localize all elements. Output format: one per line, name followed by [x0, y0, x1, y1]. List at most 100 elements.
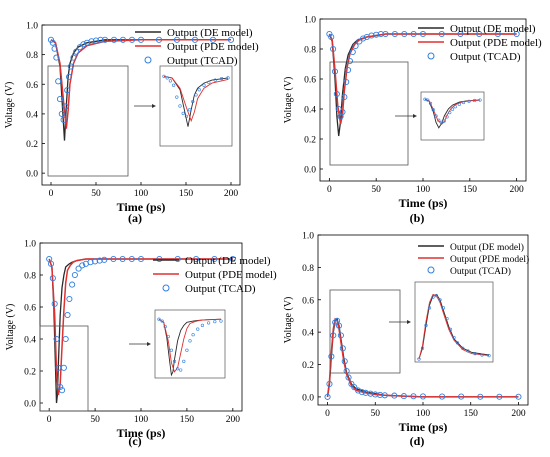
arrow-head-icon	[152, 104, 156, 108]
y-tick-label: 0.6	[24, 304, 36, 314]
legend-entry-label: Output (TCAD)	[450, 51, 521, 63]
tcad-data-point	[156, 255, 163, 263]
tcad-data-point	[331, 68, 339, 75]
zoom-tcad-point	[473, 352, 477, 356]
zoom-tcad-point	[179, 368, 183, 372]
tcad-data-point	[67, 63, 74, 70]
legend-entry-label: Output (TCAD)	[167, 55, 238, 67]
tcad-data-point	[92, 37, 100, 44]
x-tick-label: 0	[49, 189, 54, 199]
tcad-data-point	[128, 255, 135, 263]
x-tick-label: 0	[327, 185, 332, 195]
tcad-data-point	[339, 345, 346, 352]
tcad-data-point	[335, 322, 343, 329]
zoom-series-line	[418, 293, 490, 360]
panel-label: (a)	[128, 211, 142, 225]
panel-label: (b)	[410, 211, 425, 225]
zoom-tcad-point	[191, 99, 195, 104]
x-tick-label: 100	[416, 409, 431, 419]
tcad-data-point	[110, 255, 117, 263]
zoom-tcad-point	[442, 119, 446, 123]
tcad-data-point	[73, 48, 80, 55]
tcad-data-point	[496, 393, 503, 400]
y-tick-label: 0.0	[302, 393, 314, 403]
tcad-data-point	[341, 93, 348, 101]
x-tick-label: 50	[371, 185, 381, 195]
y-tick-label: 0.2	[302, 361, 314, 371]
tcad-data-point	[328, 353, 335, 360]
tcad-data-point	[330, 45, 337, 53]
zoom-tcad-point	[445, 115, 449, 119]
tcad-data-point	[377, 30, 384, 38]
tcad-data-point	[339, 108, 346, 116]
x-tick-label: 200	[226, 415, 241, 425]
tcad-data-point	[137, 255, 145, 263]
tcad-data-point	[53, 54, 60, 61]
y-tick-label: 0.0	[26, 170, 38, 180]
panel-label: (d)	[410, 434, 425, 448]
tcad-data-point	[174, 255, 181, 263]
x-axis-label: Time (ps)	[399, 196, 448, 210]
x-tick-label: 0	[325, 409, 330, 419]
legend-entry-label: Output (PDE model)	[450, 37, 542, 49]
zoom-tcad-point	[424, 323, 428, 327]
zoom-tcad-point	[182, 359, 186, 363]
tcad-data-point	[79, 262, 86, 269]
tcad-data-point	[119, 36, 127, 43]
zoom-tcad-point	[191, 333, 195, 337]
tcad-data-point	[62, 103, 69, 110]
arrow-head-icon	[407, 320, 411, 324]
tcad-data-point	[345, 66, 352, 74]
zoom-tcad-point	[461, 346, 465, 350]
x-axis-label: Time (ps)	[117, 200, 166, 214]
zoom-tcad-point	[426, 98, 430, 102]
zoom-tcad-point	[196, 327, 200, 331]
zoom-tcad-point	[207, 321, 211, 325]
zoom-tcad-point	[181, 111, 185, 115]
tcad-data-point	[332, 319, 339, 326]
tcad-data-point	[47, 36, 55, 43]
y-tick-label: 0.8	[304, 46, 316, 56]
tcad-data-point	[49, 275, 56, 282]
zoom-tcad-point	[194, 93, 198, 97]
zoom-tcad-point	[438, 298, 442, 302]
tcad-data-point	[410, 393, 417, 400]
y-tick-label: 0.8	[24, 272, 36, 282]
zoom-tcad-point	[434, 114, 438, 118]
tcad-data-point	[345, 374, 352, 381]
y-axis-label: Voltage (V)	[5, 304, 16, 351]
tcad-data-point	[513, 30, 520, 38]
tcad-data-point	[326, 30, 333, 38]
x-tick-label: 150	[180, 415, 195, 425]
x-tick-label: 100	[416, 185, 431, 195]
legend-entry-label: Output (PDE model)	[185, 269, 277, 281]
tcad-data-point	[382, 30, 389, 38]
y-tick-label: 0.4	[304, 106, 316, 116]
zoom-tcad-point	[160, 319, 164, 323]
y-tick-label: 0.4	[26, 110, 38, 120]
tcad-data-point	[360, 35, 367, 42]
zoom-tcad-point	[461, 100, 466, 105]
zoom-tcad-point	[437, 118, 441, 122]
tcad-data-point	[101, 256, 108, 263]
zoom-tcad-point	[420, 346, 425, 350]
tcad-data-point	[333, 90, 340, 98]
zoom-series-line	[158, 318, 222, 377]
tcad-data-point	[60, 364, 67, 371]
tcad-data-point	[92, 258, 99, 265]
x-tick-label: 200	[511, 409, 526, 419]
tcad-data-point	[155, 36, 163, 43]
tcad-data-point	[438, 30, 445, 38]
tcad-data-point	[476, 30, 483, 38]
zoom-tcad-point	[165, 76, 169, 80]
zoom-tcad-point	[163, 325, 167, 329]
panel-label: (c)	[128, 434, 141, 448]
zoom-tcad-point	[480, 353, 484, 357]
zoom-tcad-point	[162, 74, 166, 78]
zoom-tcad-point	[431, 108, 435, 112]
tcad-data-point	[335, 105, 342, 113]
legend-entry-label: Output (TCAD)	[185, 283, 256, 295]
tcad-data-point	[458, 393, 465, 400]
series-line	[326, 317, 519, 398]
tcad-data-point	[477, 393, 484, 400]
